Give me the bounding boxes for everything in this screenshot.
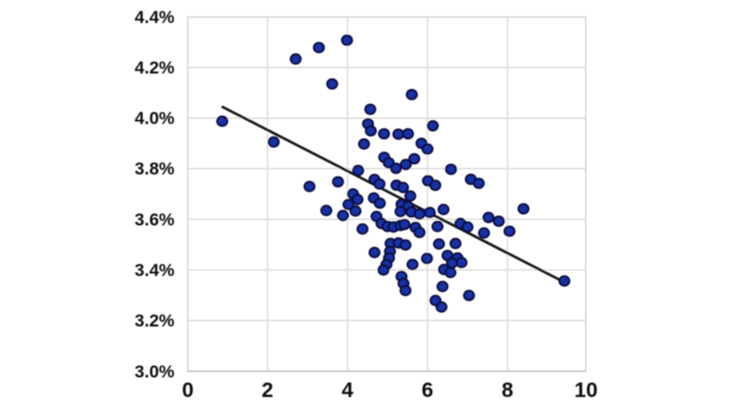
svg-text:4.4%: 4.4% <box>135 7 175 27</box>
svg-text:0: 0 <box>182 379 194 402</box>
svg-text:4.2%: 4.2% <box>135 58 175 78</box>
svg-text:4.0%: 4.0% <box>135 108 175 128</box>
svg-text:3.8%: 3.8% <box>135 159 175 179</box>
svg-text:3.6%: 3.6% <box>135 209 175 229</box>
svg-text:3.4%: 3.4% <box>135 260 175 280</box>
svg-text:4: 4 <box>342 379 354 402</box>
svg-text:10: 10 <box>574 379 597 402</box>
svg-text:6: 6 <box>422 379 434 402</box>
svg-text:8: 8 <box>502 379 514 402</box>
svg-text:2: 2 <box>262 379 274 402</box>
svg-text:3.2%: 3.2% <box>135 310 175 330</box>
svg-text:3.0%: 3.0% <box>135 361 175 381</box>
